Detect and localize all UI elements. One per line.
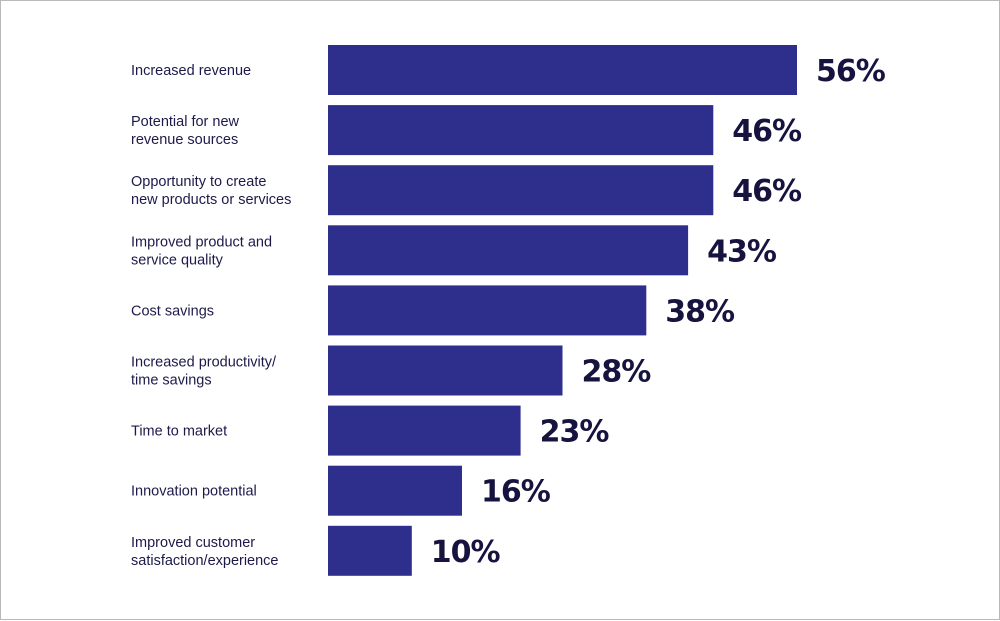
value-label-4: 43% bbox=[707, 234, 777, 269]
category-label-6: Increased productivity/time savings bbox=[131, 355, 277, 389]
bar-4 bbox=[328, 225, 689, 276]
category-label-line: Improved product and bbox=[131, 234, 272, 250]
category-label-9: Improved customer satisfaction/experience bbox=[131, 535, 279, 569]
category-label-line: time savings bbox=[131, 373, 212, 389]
value-label-9: 10% bbox=[431, 535, 501, 570]
category-label-line: new products or services bbox=[131, 192, 291, 208]
category-label-line: Opportunity to create bbox=[131, 174, 266, 190]
category-label-line: satisfaction/experience bbox=[131, 553, 279, 569]
category-label-8: Innovation potential bbox=[131, 484, 257, 500]
category-label-4: Improved product and service quality bbox=[131, 234, 272, 268]
value-label-3: 46% bbox=[732, 174, 802, 209]
category-label-line: service quality bbox=[131, 252, 224, 268]
category-label-line: Increased revenue bbox=[131, 63, 251, 79]
value-label-6: 28% bbox=[582, 355, 652, 390]
category-label-line: Increased productivity/ bbox=[131, 355, 277, 371]
bar-6 bbox=[328, 345, 563, 396]
category-label-2: Potential for new revenue sources bbox=[131, 114, 240, 148]
bar-9 bbox=[328, 525, 412, 576]
bar-2 bbox=[328, 105, 714, 156]
category-label-5: Cost savings bbox=[131, 303, 214, 319]
category-label-1: Increased revenue bbox=[131, 63, 251, 79]
value-label-8: 16% bbox=[481, 475, 551, 510]
bar-7 bbox=[328, 405, 521, 456]
category-label-line: Time to market bbox=[131, 424, 227, 440]
bar-1 bbox=[328, 45, 797, 95]
category-label-line: Improved customer bbox=[131, 535, 255, 551]
bar-5 bbox=[328, 285, 647, 336]
category-label-line: Potential for new bbox=[131, 114, 240, 130]
category-label-line: revenue sources bbox=[131, 132, 238, 148]
value-label-1: 56% bbox=[816, 54, 886, 89]
category-label-7: Time to market bbox=[131, 424, 227, 440]
category-label-3: Opportunity to create new products or ser… bbox=[131, 174, 291, 208]
category-label-line: Cost savings bbox=[131, 303, 214, 319]
value-label-2: 46% bbox=[732, 114, 802, 149]
value-label-7: 23% bbox=[540, 415, 610, 450]
bar-8 bbox=[328, 465, 462, 516]
category-label-line: Innovation potential bbox=[131, 484, 257, 500]
bar-3 bbox=[328, 165, 714, 216]
value-label-5: 38% bbox=[665, 294, 735, 329]
